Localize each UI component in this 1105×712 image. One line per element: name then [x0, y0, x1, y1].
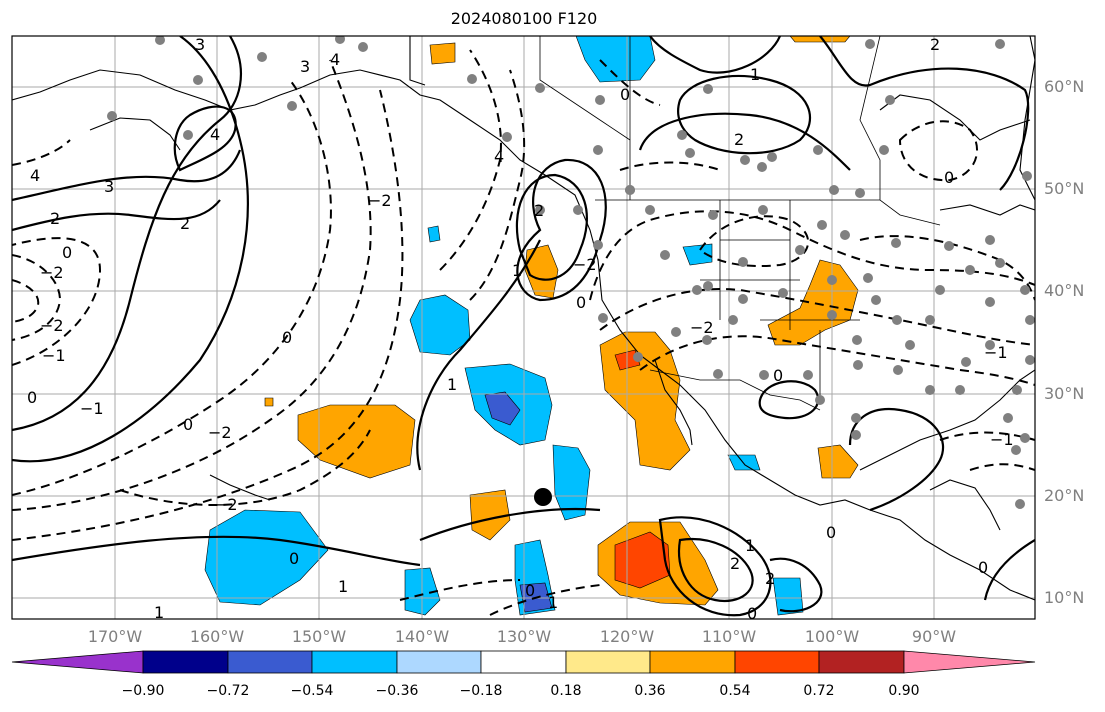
contour-label: −2 — [573, 255, 597, 274]
contour-label: 0 — [747, 604, 757, 623]
contour-label: −1 — [990, 430, 1014, 449]
contour-label: 1 — [338, 577, 348, 596]
colorbar-tick: 0.54 — [719, 683, 751, 699]
contour-label: 2 — [730, 554, 740, 573]
negative-anomaly-regions — [204, 36, 804, 616]
lat-label: 10°N — [1044, 588, 1085, 607]
contour-label: 2 — [734, 130, 744, 149]
lat-label: 30°N — [1044, 384, 1085, 403]
contour-label: 0 — [826, 523, 836, 542]
contour-label: −2 — [208, 423, 232, 442]
contour-label: −2 — [40, 263, 64, 282]
lon-label: 120°W — [599, 627, 655, 646]
coastlines — [12, 36, 1035, 601]
contour-label: −1 — [80, 399, 104, 418]
contour-label: 4 — [30, 166, 40, 185]
contour-label: −2 — [368, 191, 392, 210]
contour-label: −2 — [214, 495, 238, 514]
contour-label: 3 — [104, 177, 114, 196]
colorbar-tick: −0.90 — [121, 683, 165, 699]
lon-label: 160°W — [189, 627, 245, 646]
contour-label: 4 — [494, 147, 504, 166]
colorbar-tick: 0.90 — [888, 683, 920, 699]
lat-label: 60°N — [1044, 77, 1085, 96]
contour-label: 0 — [620, 85, 630, 104]
contour-label: −2 — [40, 316, 64, 335]
contour-label: 1 — [548, 593, 558, 612]
contour-label: 0 — [62, 243, 72, 262]
contour-label: −1 — [984, 343, 1008, 362]
lon-label: 130°W — [496, 627, 552, 646]
lon-label: 110°W — [701, 627, 757, 646]
colorbar-tick: −0.54 — [290, 683, 334, 699]
contour-label: 0 — [282, 328, 292, 347]
location-marker — [534, 488, 552, 506]
lon-label: 170°W — [87, 627, 143, 646]
contour-label: 0 — [576, 293, 586, 312]
contour-label: 3 — [195, 35, 205, 54]
contour-label: 0 — [27, 388, 37, 407]
contour-label: −2 — [690, 318, 714, 337]
lon-label: 90°W — [911, 627, 957, 646]
solid-contours — [12, 36, 1035, 617]
lat-label: 20°N — [1044, 486, 1085, 505]
lat-label: 40°N — [1044, 281, 1085, 300]
contour-label: 2 — [765, 569, 775, 588]
lon-label: 150°W — [291, 627, 347, 646]
contour-label: 4 — [210, 125, 220, 144]
contour-label: 1 — [447, 375, 457, 394]
contour-label: 2 — [930, 35, 940, 54]
contour-label: 2 — [534, 201, 544, 220]
map-frame — [11, 35, 1036, 620]
contour-label: 0 — [978, 558, 988, 577]
contour-labels: 3 2 2 0 −2 −2 −1 0 −1 0 0 −2 −2 0 1 1 −2… — [27, 35, 1014, 623]
positive-anomaly-regions — [264, 36, 859, 606]
colorbar-tick: 0.72 — [803, 683, 835, 699]
contour-label: 3 — [300, 57, 310, 76]
contour-label: 1 — [745, 536, 755, 555]
contour-label: 2 — [50, 209, 60, 228]
lon-label: 100°W — [804, 627, 860, 646]
map-title: 2024080100 F120 — [450, 9, 598, 28]
colorbar — [11, 650, 1036, 674]
lat-label: 50°N — [1044, 179, 1085, 198]
station-markers — [107, 36, 1035, 509]
contour-label: 0 — [183, 415, 193, 434]
lon-label: 140°W — [394, 627, 450, 646]
colorbar-tick: −0.36 — [375, 683, 419, 699]
contour-label: 0 — [525, 581, 535, 600]
contour-label: 2 — [180, 214, 190, 233]
contour-label: 1 — [750, 65, 760, 84]
contour-label: 1 — [154, 603, 164, 622]
colorbar-tick: 0.36 — [634, 683, 666, 699]
contour-label: 0 — [944, 168, 954, 187]
contour-label: 0 — [773, 366, 783, 385]
colorbar-tick: −0.18 — [459, 683, 503, 699]
political-borders — [539, 36, 941, 411]
contour-label: 1 — [512, 261, 522, 280]
contour-label: 0 — [289, 549, 299, 568]
dashed-contours — [12, 49, 1035, 616]
colorbar-tick: 0.18 — [550, 683, 582, 699]
colorbar-tick: −0.72 — [206, 683, 250, 699]
contour-label: 4 — [330, 50, 340, 69]
contour-label: −1 — [42, 346, 66, 365]
